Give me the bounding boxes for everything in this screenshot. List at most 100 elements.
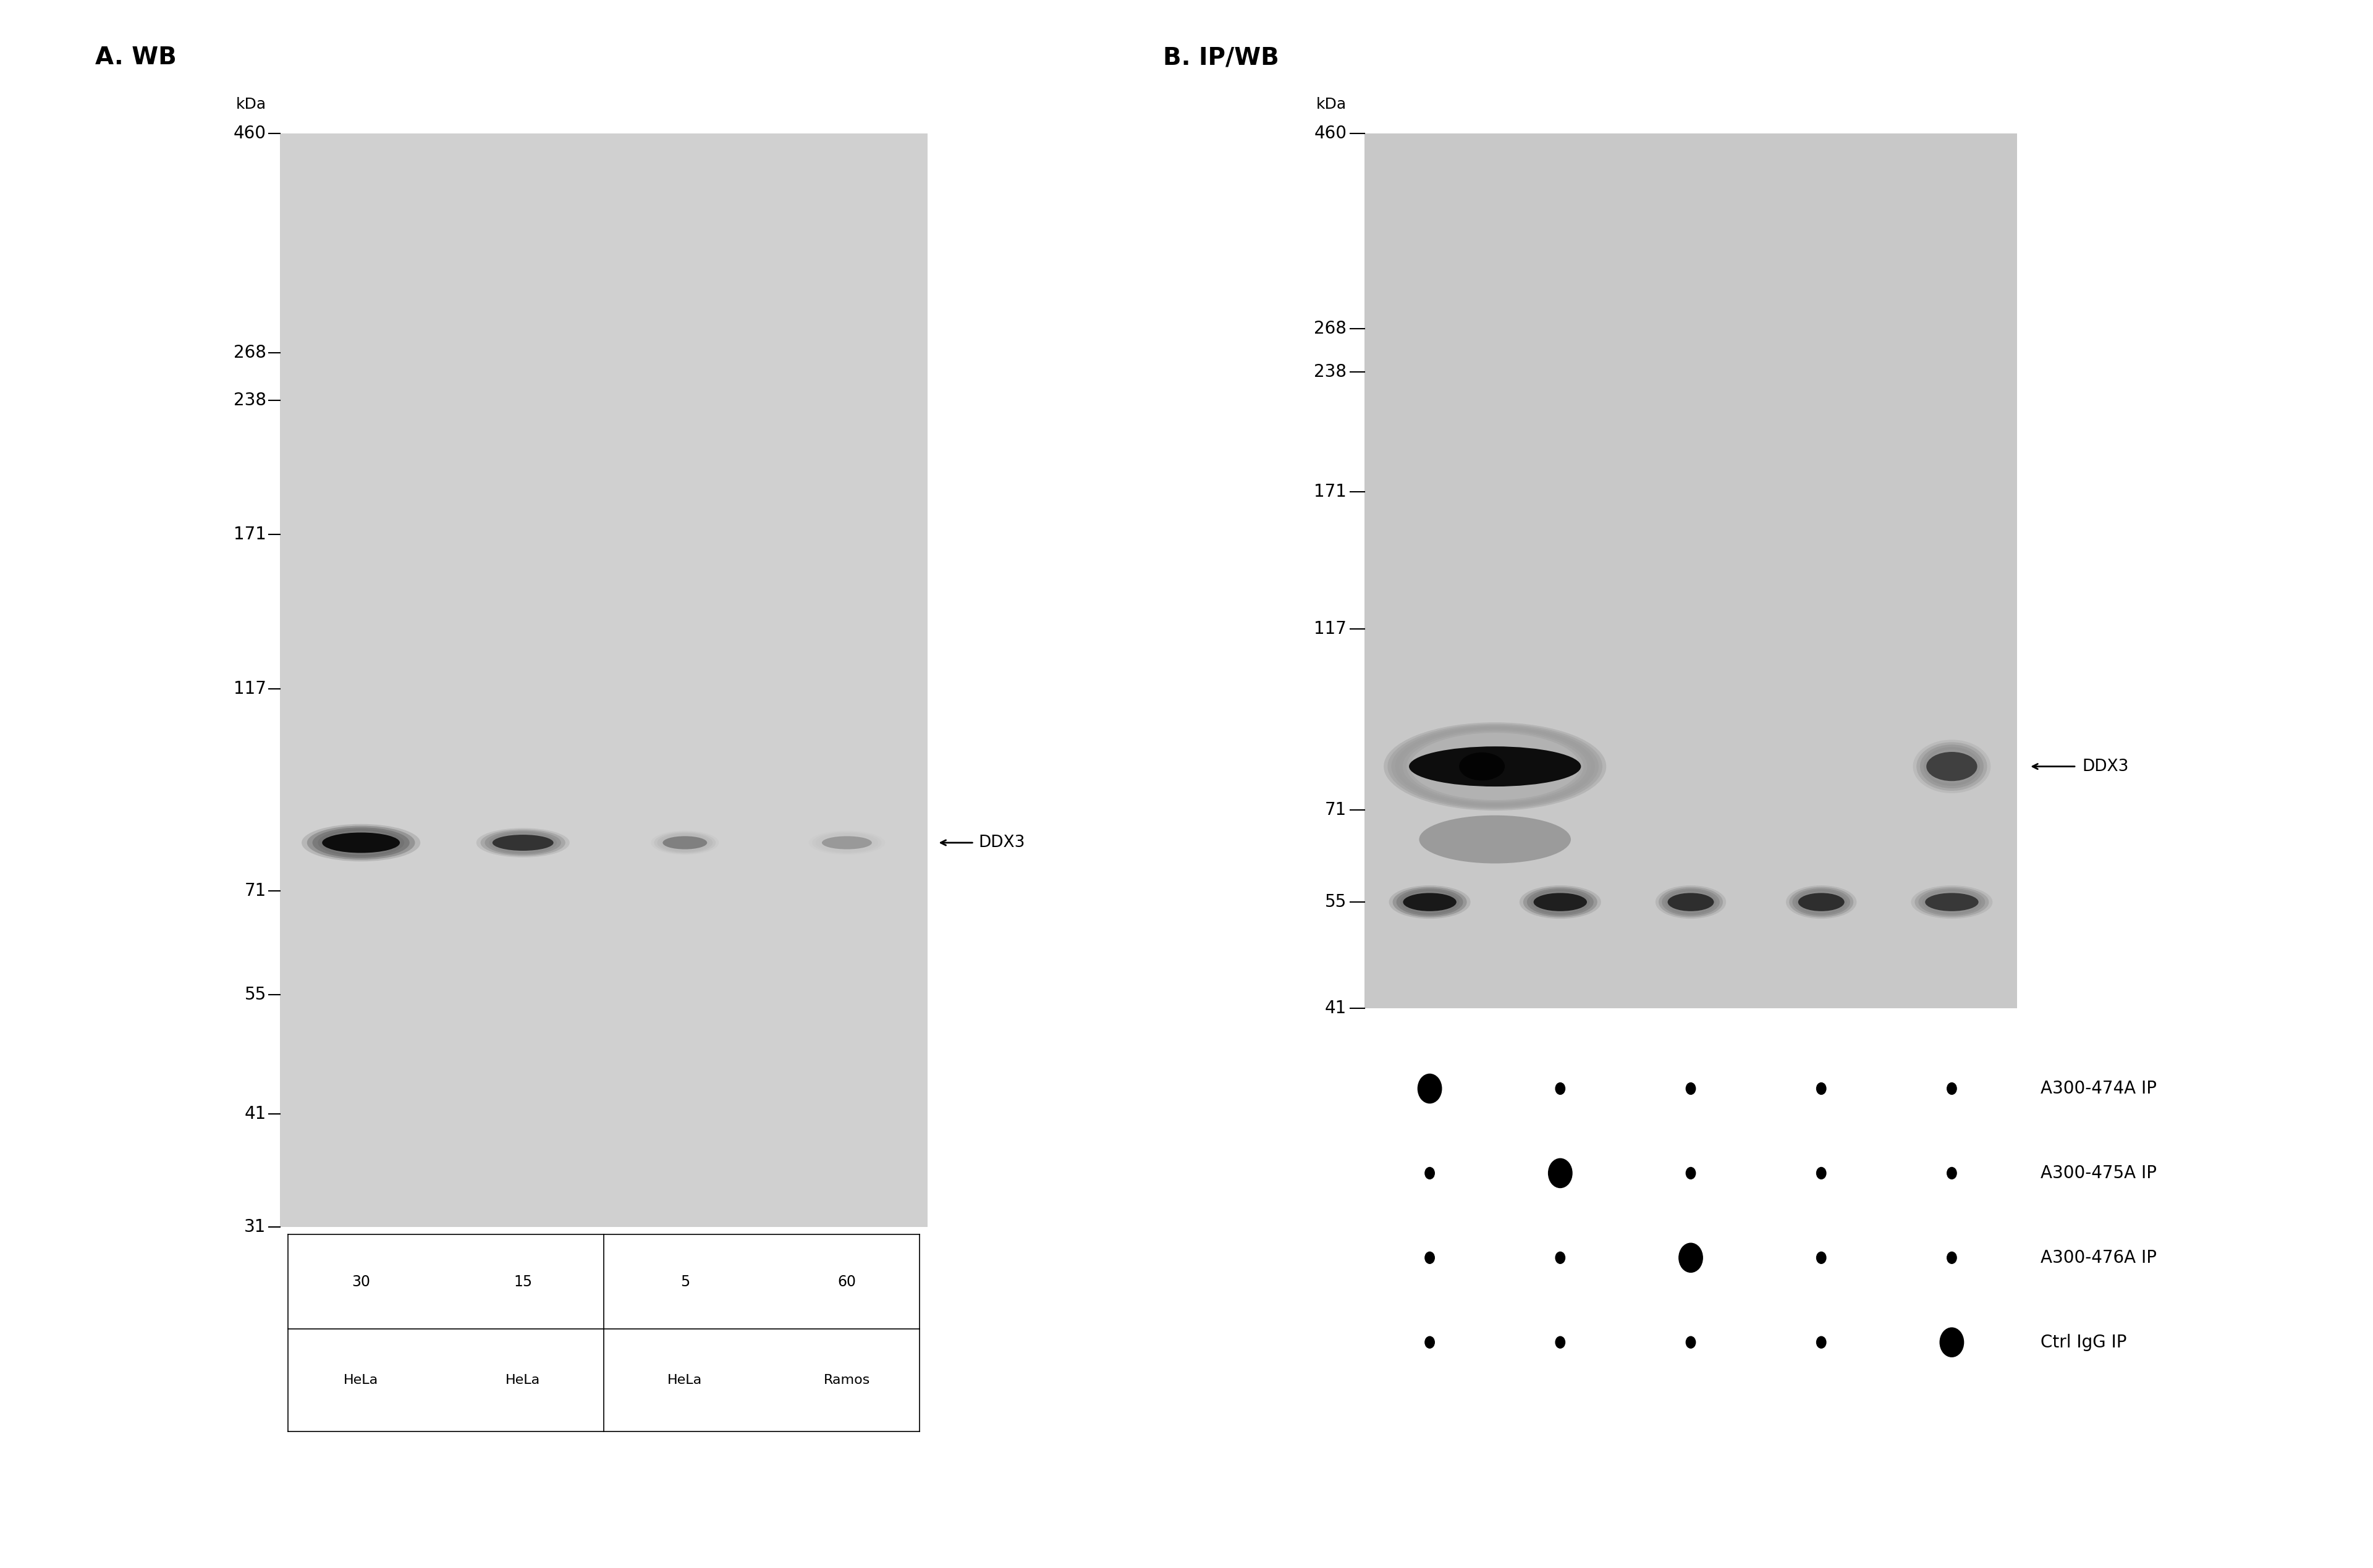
Ellipse shape (1792, 889, 1851, 916)
Ellipse shape (1545, 895, 1576, 908)
Text: B. IP/WB: B. IP/WB (1163, 45, 1279, 69)
Ellipse shape (327, 833, 394, 853)
Ellipse shape (1666, 891, 1716, 914)
Ellipse shape (809, 831, 885, 855)
Text: HeLa: HeLa (344, 1374, 377, 1386)
Ellipse shape (1917, 742, 1986, 790)
Ellipse shape (494, 834, 553, 851)
Circle shape (1946, 1251, 1955, 1264)
Bar (280, 133, 928, 1228)
Ellipse shape (681, 842, 688, 844)
Ellipse shape (1929, 892, 1974, 911)
Ellipse shape (657, 833, 712, 853)
Ellipse shape (650, 831, 719, 855)
Text: 171: 171 (1315, 483, 1345, 500)
Ellipse shape (662, 836, 707, 850)
Ellipse shape (660, 834, 710, 851)
Ellipse shape (510, 839, 536, 847)
Text: 460: 460 (233, 125, 266, 143)
Text: 238: 238 (233, 392, 266, 409)
Circle shape (1818, 1251, 1825, 1264)
Ellipse shape (1685, 898, 1697, 905)
Circle shape (1680, 1243, 1701, 1272)
Ellipse shape (1538, 892, 1583, 911)
Text: A300-476A IP: A300-476A IP (2041, 1250, 2157, 1267)
Ellipse shape (1407, 892, 1452, 911)
Ellipse shape (1941, 897, 1962, 906)
Ellipse shape (1656, 886, 1725, 919)
Ellipse shape (1687, 900, 1694, 903)
Text: 268: 268 (233, 343, 266, 361)
Ellipse shape (1550, 897, 1571, 906)
Ellipse shape (1934, 894, 1970, 909)
Ellipse shape (1922, 891, 1981, 914)
Ellipse shape (1948, 764, 1955, 768)
Ellipse shape (356, 840, 365, 845)
Ellipse shape (1402, 892, 1457, 911)
Ellipse shape (501, 836, 543, 850)
Ellipse shape (831, 837, 864, 848)
Text: Ctrl IgG IP: Ctrl IgG IP (2041, 1334, 2126, 1352)
Ellipse shape (1400, 729, 1590, 804)
Ellipse shape (1531, 891, 1590, 914)
Text: 60: 60 (838, 1275, 857, 1289)
Ellipse shape (679, 840, 691, 845)
Ellipse shape (1410, 746, 1580, 787)
Ellipse shape (833, 839, 861, 847)
Circle shape (1547, 1159, 1571, 1187)
Ellipse shape (1459, 753, 1504, 781)
Ellipse shape (1535, 892, 1585, 913)
Circle shape (1424, 1251, 1433, 1264)
Ellipse shape (494, 833, 553, 851)
Text: 41: 41 (1324, 1000, 1345, 1018)
Ellipse shape (1913, 740, 1991, 793)
Circle shape (1419, 1074, 1440, 1104)
Text: HeLa: HeLa (667, 1374, 702, 1386)
Ellipse shape (1915, 887, 1989, 917)
Ellipse shape (351, 839, 373, 847)
Text: 71: 71 (1324, 801, 1345, 818)
Ellipse shape (335, 834, 387, 851)
Ellipse shape (1388, 886, 1471, 919)
Ellipse shape (823, 836, 871, 850)
Ellipse shape (344, 837, 377, 848)
Circle shape (1557, 1083, 1564, 1094)
Text: 71: 71 (244, 883, 266, 900)
Ellipse shape (1927, 750, 1977, 784)
Circle shape (1685, 1083, 1694, 1094)
Ellipse shape (1552, 898, 1569, 905)
Text: 55: 55 (1324, 894, 1345, 911)
Ellipse shape (1419, 897, 1440, 906)
Ellipse shape (1808, 895, 1834, 908)
Ellipse shape (1941, 759, 1962, 773)
Text: 31: 31 (244, 1218, 266, 1236)
Ellipse shape (479, 829, 565, 856)
Text: 30: 30 (351, 1275, 370, 1289)
Circle shape (1557, 1336, 1564, 1348)
Text: 238: 238 (1315, 364, 1345, 381)
Ellipse shape (1426, 900, 1433, 903)
Ellipse shape (1668, 892, 1713, 913)
Ellipse shape (1927, 753, 1977, 781)
Ellipse shape (1815, 898, 1827, 905)
Circle shape (1818, 1083, 1825, 1094)
Ellipse shape (1668, 892, 1713, 911)
Ellipse shape (1818, 900, 1825, 903)
Circle shape (1818, 1336, 1825, 1348)
Ellipse shape (520, 842, 527, 844)
Ellipse shape (1419, 815, 1571, 864)
Ellipse shape (1680, 897, 1701, 906)
Text: DDX3: DDX3 (2083, 759, 2129, 775)
Ellipse shape (1414, 895, 1445, 908)
Ellipse shape (1383, 723, 1607, 811)
Ellipse shape (676, 839, 695, 847)
Text: HeLa: HeLa (505, 1374, 541, 1386)
Text: A. WB: A. WB (95, 45, 176, 69)
Text: kDa: kDa (235, 97, 266, 111)
Circle shape (1424, 1336, 1433, 1348)
Ellipse shape (484, 831, 560, 855)
Ellipse shape (1557, 900, 1564, 903)
Text: Ramos: Ramos (823, 1374, 871, 1386)
Text: 117: 117 (1315, 621, 1345, 638)
Ellipse shape (664, 836, 707, 850)
